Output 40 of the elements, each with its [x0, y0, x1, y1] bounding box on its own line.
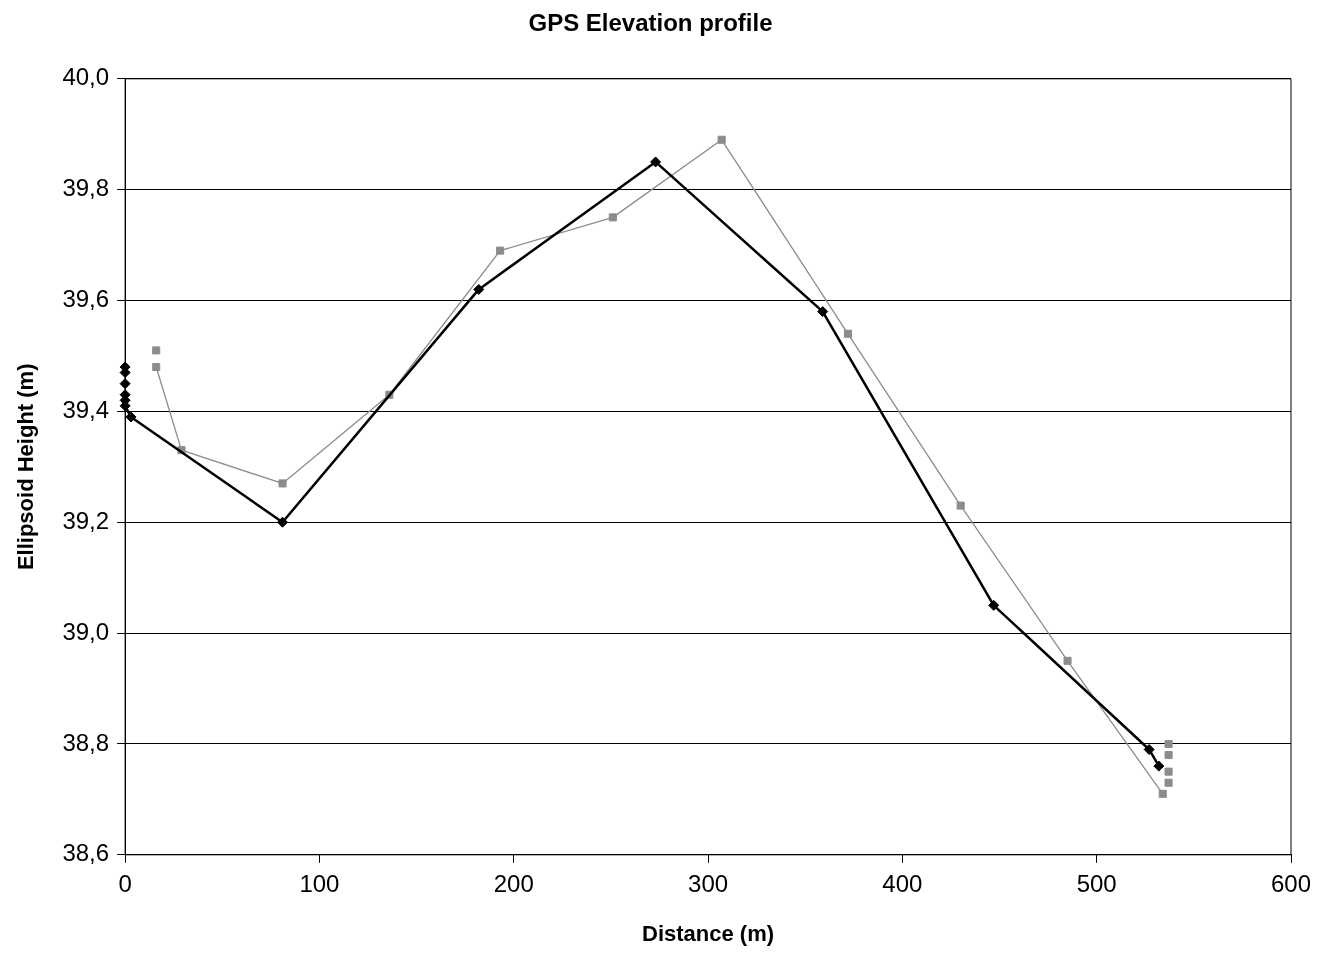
point	[1143, 743, 1155, 755]
y-tick-label: 39,0	[62, 617, 110, 645]
x-tick-label: 500	[1076, 869, 1117, 897]
x-tick-label: 100	[299, 869, 340, 897]
x-tick-label: 300	[688, 869, 729, 897]
chart-title: GPS Elevation profile	[528, 9, 773, 37]
point	[1164, 778, 1173, 787]
point	[278, 479, 287, 488]
point	[843, 329, 852, 338]
point	[1153, 760, 1165, 772]
point	[1164, 767, 1173, 776]
point	[817, 306, 829, 318]
point	[717, 135, 726, 144]
y-axis-title: Ellipsoid Height (m)	[13, 363, 39, 571]
point	[650, 156, 662, 168]
point	[496, 246, 505, 255]
point	[125, 411, 137, 423]
point	[956, 501, 965, 510]
point	[1164, 739, 1173, 748]
point	[152, 346, 161, 355]
y-tick-label: 39,6	[62, 285, 110, 313]
y-tick-label: 39,4	[62, 396, 110, 423]
point	[277, 516, 289, 528]
point	[1158, 789, 1167, 798]
point	[1164, 750, 1173, 760]
x-tick-label: 600	[1270, 869, 1312, 897]
point	[988, 599, 1000, 611]
x-axis-title: Distance (m)	[642, 920, 775, 946]
y-tick-label: 39,2	[62, 506, 110, 534]
x-tick-label: 200	[493, 869, 534, 897]
y-tick-label: 39,8	[62, 174, 110, 202]
y-tick-label: 40,0	[62, 63, 110, 91]
x-tick-label: 400	[882, 869, 923, 897]
point	[473, 283, 485, 295]
point	[1063, 656, 1072, 665]
point	[152, 362, 161, 372]
point	[608, 213, 617, 222]
y-tick-label: 38,8	[62, 728, 110, 756]
x-tick-label: 0	[118, 869, 132, 897]
y-tick-label: 38,6	[62, 839, 110, 867]
